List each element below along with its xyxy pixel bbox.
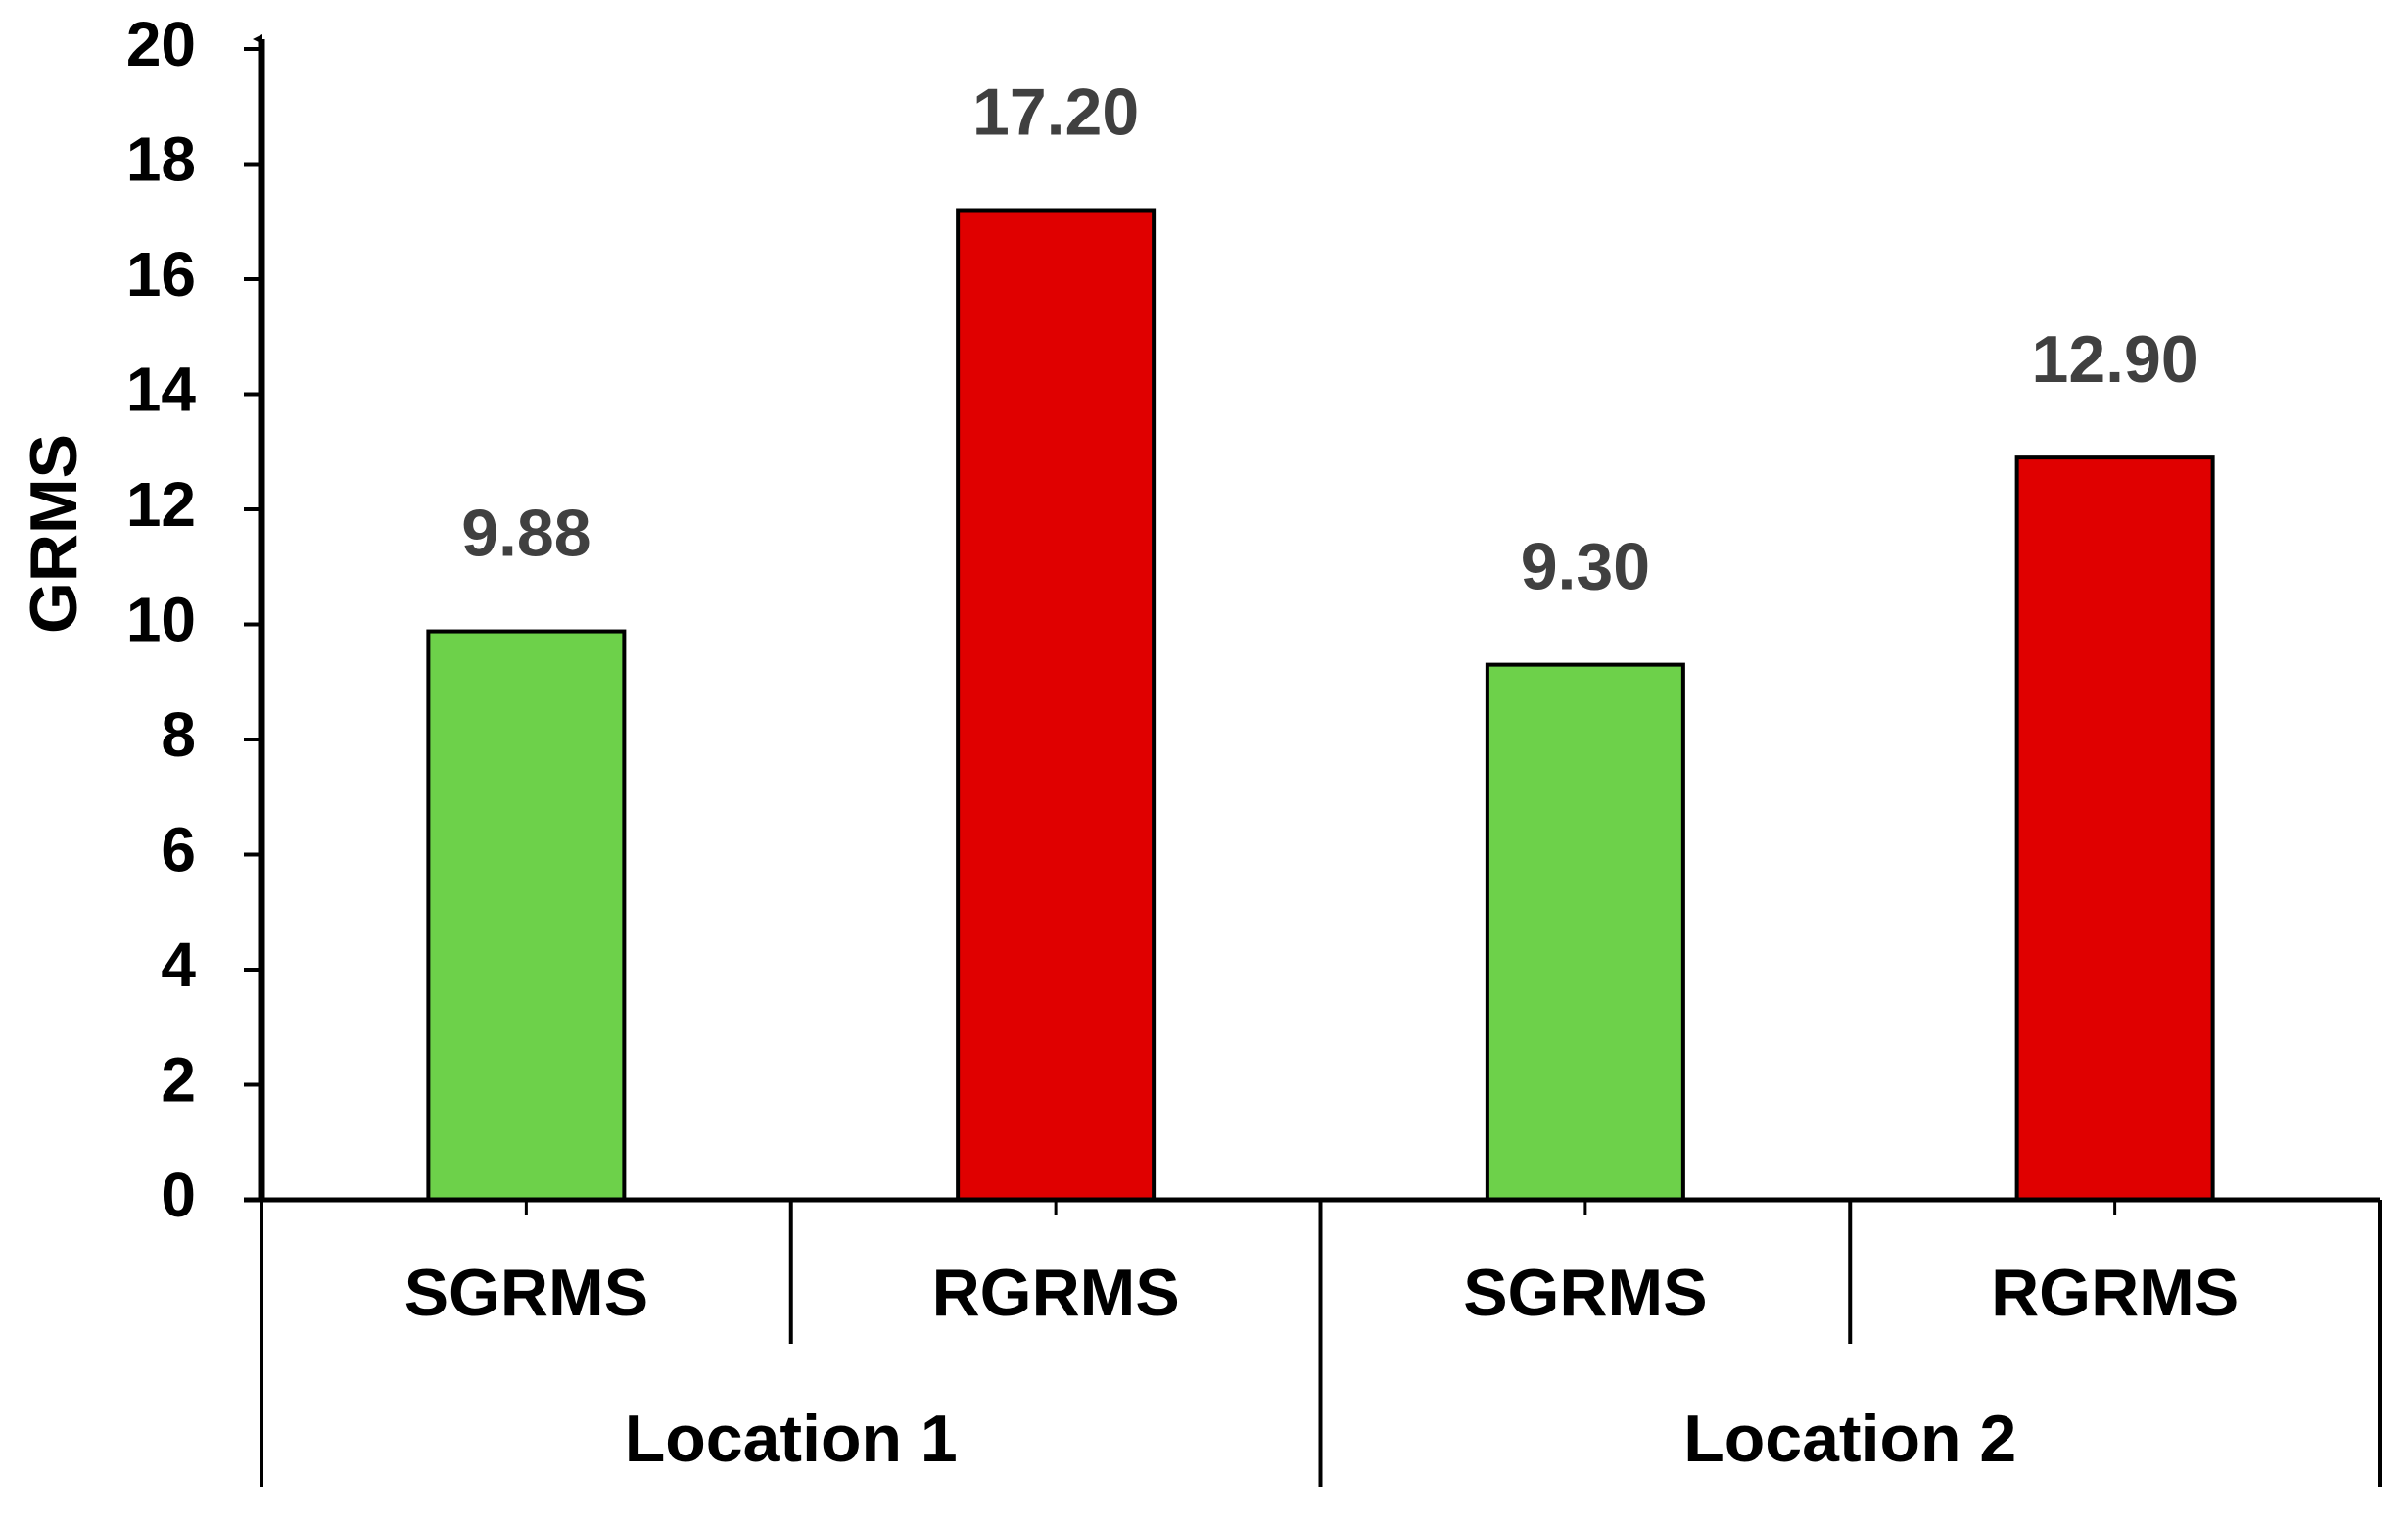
y-tick-label: 16 — [126, 239, 196, 310]
y-tick-label: 2 — [161, 1044, 196, 1115]
y-tick-label: 8 — [161, 699, 196, 770]
y-tick-label: 20 — [126, 9, 196, 79]
value-label: 12.90 — [2032, 322, 2198, 397]
value-label: 9.30 — [1521, 530, 1650, 604]
y-tick-label: 6 — [161, 814, 196, 884]
x-tick-label: RGRMS — [932, 1256, 1180, 1330]
y-tick-label: 14 — [126, 354, 197, 424]
x-tick-label: SGRMS — [1463, 1256, 1707, 1330]
group-label: Location 1 — [625, 1402, 958, 1476]
x-tick-label: SGRMS — [404, 1256, 648, 1330]
bar — [426, 629, 627, 1202]
y-tick-label: 0 — [161, 1160, 196, 1230]
value-label: 17.20 — [972, 74, 1139, 149]
y-tick-label: 12 — [126, 469, 196, 540]
y-axis-label: GRMS — [17, 434, 91, 634]
y-tick-label: 18 — [126, 123, 196, 194]
bar — [1485, 662, 1685, 1202]
bar — [2014, 455, 2215, 1202]
group-label: Location 2 — [1683, 1402, 2016, 1476]
y-tick-label: 10 — [126, 584, 196, 654]
x-tick-label: RGRMS — [1991, 1256, 2239, 1330]
y-tick-label: 4 — [161, 929, 196, 1000]
bar — [956, 208, 1157, 1202]
value-label: 9.88 — [461, 497, 590, 571]
